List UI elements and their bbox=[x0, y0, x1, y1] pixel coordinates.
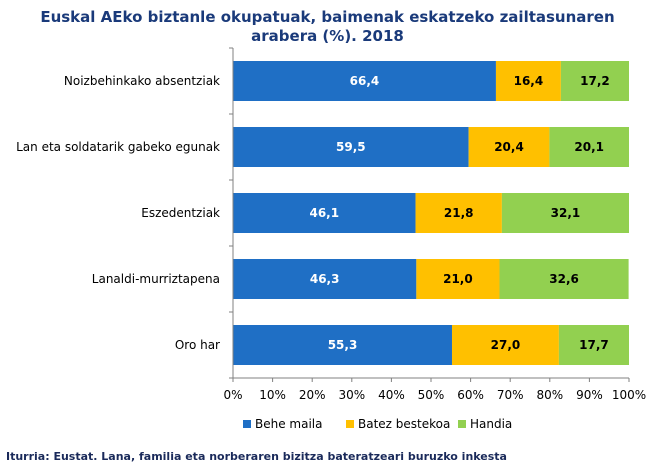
bar-segment bbox=[560, 61, 629, 101]
bar-segment bbox=[416, 259, 500, 299]
bar-segment bbox=[558, 325, 629, 365]
source-note: Iturria: Eustat. Lana, familia eta norbe… bbox=[6, 450, 507, 463]
data-label: 21,0 bbox=[443, 272, 473, 286]
chart-title-line-1: Euskal AEko biztanle okupatuak, baimenak… bbox=[40, 8, 615, 26]
data-label: 32,1 bbox=[551, 206, 581, 220]
data-label: 17,2 bbox=[580, 74, 610, 88]
bar-segment bbox=[549, 127, 629, 167]
x-tick-label: 30% bbox=[338, 388, 365, 402]
category-label: Eszedentziak bbox=[141, 206, 220, 220]
data-label: 16,4 bbox=[514, 74, 544, 88]
data-label: 32,6 bbox=[549, 272, 579, 286]
bar-segment bbox=[233, 259, 417, 299]
data-label: 27,0 bbox=[491, 338, 521, 352]
bar-segment bbox=[415, 193, 502, 233]
bar-segment bbox=[499, 259, 629, 299]
category-label: Lanaldi-murriztapena bbox=[92, 272, 220, 286]
x-tick-label: 50% bbox=[418, 388, 445, 402]
legend-swatch bbox=[458, 420, 466, 428]
data-label: 46,1 bbox=[309, 206, 339, 220]
data-label: 55,3 bbox=[328, 338, 358, 352]
data-label: 46,3 bbox=[310, 272, 340, 286]
legend-swatch bbox=[243, 420, 251, 428]
data-label: 20,1 bbox=[574, 140, 604, 154]
category-label: Noizbehinkako absentziak bbox=[64, 74, 220, 88]
data-label: 21,8 bbox=[444, 206, 474, 220]
data-label: 20,4 bbox=[494, 140, 524, 154]
bar-segment bbox=[233, 193, 416, 233]
x-tick-label: 0% bbox=[223, 388, 242, 402]
legend-label: Behe maila bbox=[255, 417, 322, 431]
bar-segment bbox=[468, 127, 550, 167]
x-tick-label: 60% bbox=[457, 388, 484, 402]
legend-swatch bbox=[346, 420, 354, 428]
legend-label: Batez bestekoa bbox=[358, 417, 450, 431]
chart-title: Euskal AEko biztanle okupatuak, baimenak… bbox=[0, 8, 655, 46]
x-tick-label: 80% bbox=[536, 388, 563, 402]
x-tick-label: 70% bbox=[497, 388, 524, 402]
bar-segment bbox=[233, 325, 452, 365]
chart-title-line-2: arabera (%). 2018 bbox=[251, 27, 404, 45]
legend-label: Handia bbox=[470, 417, 512, 431]
data-label: 66,4 bbox=[350, 74, 380, 88]
category-label: Lan eta soldatarik gabeko egunak bbox=[16, 140, 220, 154]
x-tick-label: 20% bbox=[299, 388, 326, 402]
x-tick-label: 40% bbox=[378, 388, 405, 402]
bar-segment bbox=[233, 61, 496, 101]
bar-segment bbox=[495, 61, 561, 101]
category-label: Oro har bbox=[175, 338, 220, 352]
data-label: 17,7 bbox=[579, 338, 609, 352]
bar-segment bbox=[501, 193, 629, 233]
bar-segment bbox=[451, 325, 559, 365]
bar-segment bbox=[233, 127, 469, 167]
x-tick-label: 90% bbox=[576, 388, 603, 402]
x-tick-label: 100% bbox=[612, 388, 646, 402]
data-label: 59,5 bbox=[336, 140, 366, 154]
x-tick-label: 10% bbox=[259, 388, 286, 402]
